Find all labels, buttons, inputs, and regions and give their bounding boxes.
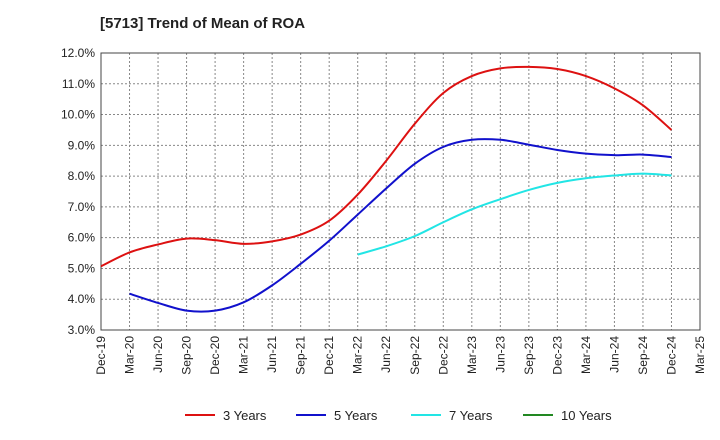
x-tick-label: Dec-22 (436, 336, 450, 375)
y-tick-label: 8.0% (68, 169, 96, 183)
y-tick-label: 6.0% (68, 231, 96, 245)
y-tick-label: 4.0% (68, 292, 96, 306)
x-tick-label: Sep-23 (522, 336, 536, 375)
x-tick-label: Jun-23 (493, 336, 507, 373)
series-line-7-years (357, 172, 672, 256)
x-tick-label: Mar-23 (465, 336, 479, 374)
x-tick-label: Jun-24 (607, 336, 621, 373)
x-tick-label: Sep-21 (294, 336, 308, 375)
x-tick-label: Sep-22 (408, 336, 422, 375)
legend-label-10-years: 10 Years (561, 408, 612, 423)
x-tick-label: Mar-24 (579, 336, 593, 374)
x-tick-label: Jun-21 (265, 336, 279, 373)
x-tick-label: Jun-22 (379, 336, 393, 373)
x-tick-label: Dec-21 (322, 336, 336, 375)
x-tick-label: Jun-20 (151, 336, 165, 373)
y-tick-label: 9.0% (68, 138, 96, 152)
x-tick-label: Mar-20 (123, 336, 137, 374)
y-axis-tick-labels: 3.0% 4.0% 5.0% 6.0% 7.0% 8.0% 9.0% 10.0% 11.0% 12… (61, 46, 95, 337)
y-tick-label: 10.0% (61, 108, 95, 122)
x-tick-label: Sep-24 (636, 336, 650, 375)
plot-border (100, 52, 701, 331)
legend: 3 Years 5 Years 7 Years 10 Years (185, 408, 612, 423)
x-tick-label: Mar-21 (237, 336, 251, 374)
plot-area (101, 53, 700, 330)
series-lines (100, 65, 673, 313)
series-line-5-years (129, 138, 672, 313)
chart-title: [5713] Trend of Mean of ROA (100, 15, 305, 32)
y-tick-label: 5.0% (68, 261, 96, 275)
legend-label-3-years: 3 Years (223, 408, 267, 423)
y-tick-label: 12.0% (61, 46, 95, 60)
x-tick-label: Sep-20 (180, 336, 194, 375)
legend-label-5-years: 5 Years (334, 408, 378, 423)
x-tick-label: Mar-22 (351, 336, 365, 374)
x-axis-tick-labels: Dec-19 Mar-20 Jun-20 Sep-20 Dec-20 Mar-21 Jun-… (94, 336, 707, 375)
y-tick-label: 7.0% (68, 200, 96, 214)
legend-label-7-years: 7 Years (449, 408, 493, 423)
x-tick-label: Dec-24 (664, 336, 678, 375)
y-tick-label: 11.0% (62, 77, 95, 91)
y-tick-label: 3.0% (68, 323, 96, 337)
x-tick-label: Mar-25 (693, 336, 707, 374)
x-tick-label: Dec-19 (94, 336, 108, 375)
x-tick-label: Dec-20 (208, 336, 222, 375)
x-tick-label: Dec-23 (550, 336, 564, 375)
